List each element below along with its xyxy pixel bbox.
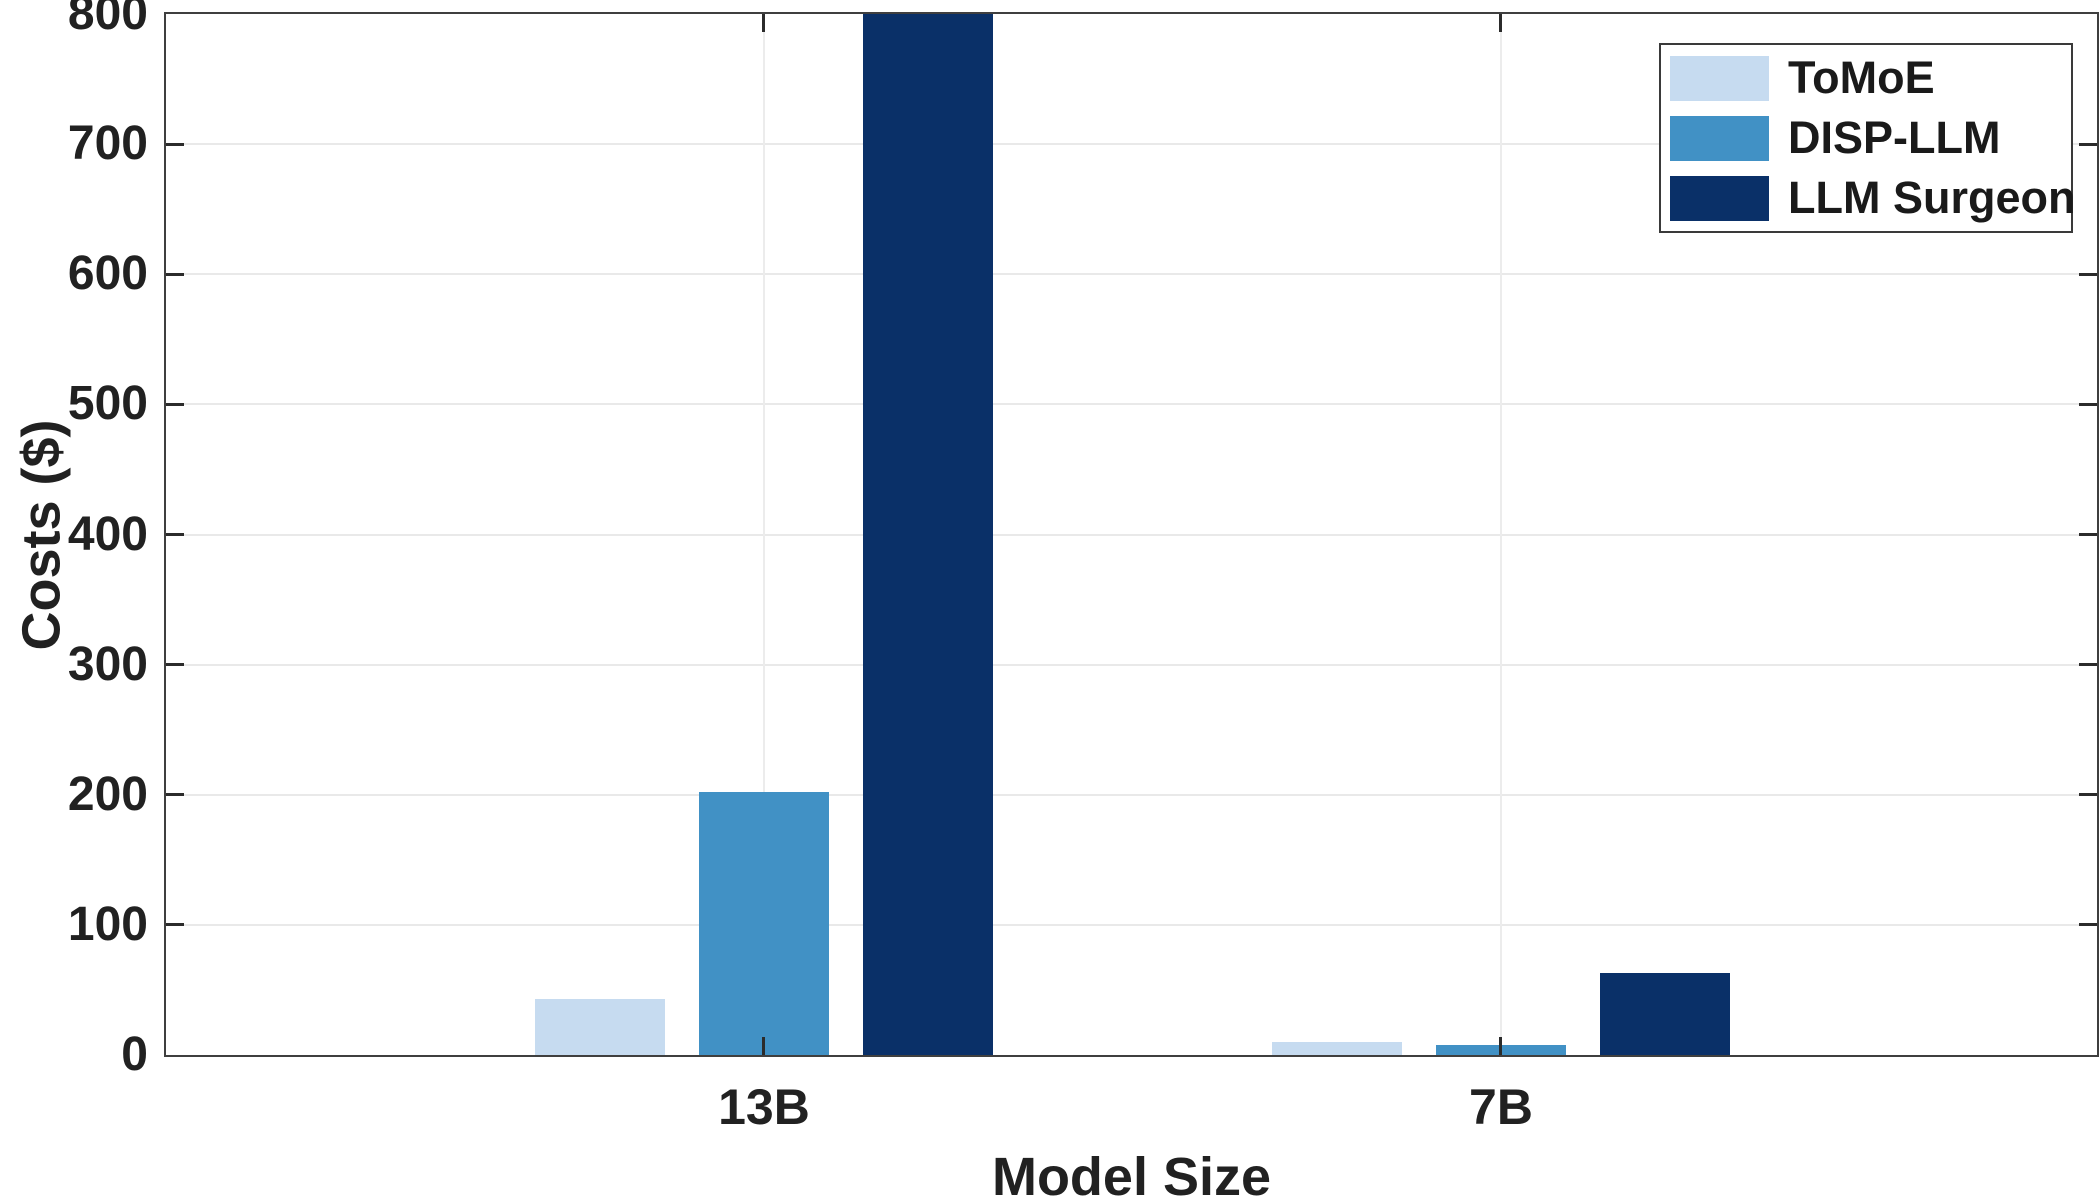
y-tick-right — [2079, 533, 2097, 536]
y-tick-right — [2079, 272, 2097, 276]
h-gridline — [166, 663, 2097, 666]
x-tick-top — [1499, 14, 1503, 32]
y-tick-label: 400 — [67, 507, 148, 561]
y-tick-label: 100 — [67, 897, 148, 951]
legend-label: LLM Surgeon — [1788, 172, 2076, 223]
y-tick-right — [2079, 923, 2097, 927]
h-gridline — [166, 403, 2097, 406]
h-gridline — [166, 533, 2097, 536]
y-tick-right — [2079, 793, 2097, 797]
y-tick-label: 200 — [67, 767, 148, 821]
x-tick-bottom — [762, 1037, 766, 1055]
legend-label: ToMoE — [1788, 52, 1935, 103]
bar-llm-surgeon-7b — [1599, 973, 1730, 1055]
y-tick-left — [166, 793, 184, 797]
x-tick-label-13b: 13B — [718, 1079, 810, 1135]
bars-layer — [166, 14, 2097, 1055]
legend-swatch-icon — [1670, 115, 1769, 161]
y-tick-left — [166, 923, 184, 927]
y-tick-label: 500 — [67, 377, 148, 431]
legend-item: LLM Surgeon — [1670, 172, 2075, 223]
y-tick-left — [166, 272, 184, 276]
x-tick-bottom — [1499, 1037, 1503, 1055]
x-tick-top — [762, 14, 766, 32]
h-gridline — [166, 793, 2097, 796]
y-tick-left — [166, 533, 184, 536]
y-tick-label: 700 — [67, 117, 148, 171]
y-tick-right — [2079, 663, 2097, 667]
h-gridline — [166, 143, 2097, 146]
v-gridline — [762, 14, 765, 1055]
plot-area: ToMoE DISP-LLM LLM Surgeon — [164, 12, 2099, 1057]
legend-swatch-icon — [1670, 175, 1769, 221]
bar-tomoe-13b — [534, 999, 665, 1055]
y-tick-right — [2079, 402, 2097, 406]
legend-item: ToMoE — [1670, 52, 2071, 103]
bar-disp-llm-13b — [698, 792, 829, 1055]
legend: ToMoE DISP-LLM LLM Surgeon — [1659, 43, 2075, 233]
y-tick-label: 800 — [67, 0, 148, 40]
v-gridline — [1499, 14, 1502, 1055]
y-tick-left — [166, 402, 184, 406]
x-axis-title: Model Size — [991, 1147, 1272, 1200]
legend-item: DISP-LLM — [1670, 112, 2071, 163]
grid-layer — [166, 14, 2097, 1055]
bar-llm-surgeon-13b — [862, 14, 993, 1055]
y-tick-right — [2079, 142, 2097, 146]
h-gridline — [166, 273, 2097, 276]
bar-tomoe-7b — [1271, 1042, 1402, 1055]
y-tick-label: 300 — [67, 637, 148, 691]
ticks-layer — [166, 14, 2097, 1055]
y-tick-label: 600 — [67, 247, 148, 301]
x-tick-label-7b: 7B — [1469, 1079, 1533, 1135]
h-gridline — [166, 923, 2097, 926]
y-tick-label: 0 — [121, 1028, 148, 1081]
y-tick-left — [166, 142, 184, 146]
legend-swatch-icon — [1670, 55, 1769, 101]
y-tick-left — [166, 663, 184, 667]
legend-label: DISP-LLM — [1788, 112, 2001, 163]
